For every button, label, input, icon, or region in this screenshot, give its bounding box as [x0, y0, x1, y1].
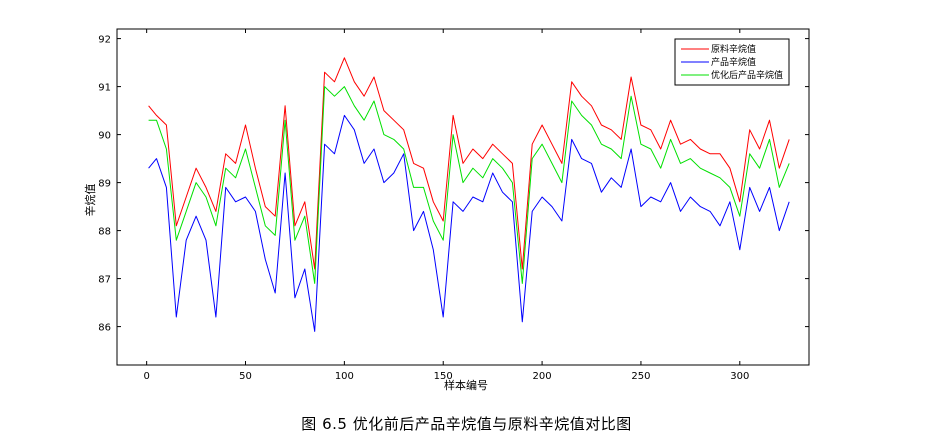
y-tick-label: 88: [98, 227, 111, 238]
legend-label-optimized: 优化后产品辛烷值: [711, 69, 783, 81]
legend-label-product: 产品辛烷值: [711, 56, 756, 68]
y-axis-label: 辛烷值: [83, 184, 97, 217]
series-line-product-octane: [148, 114, 790, 332]
y-tick-label: 86: [98, 323, 111, 334]
y-tick-label: 87: [98, 275, 111, 286]
x-tick-label: 250: [631, 371, 650, 382]
x-tick-label: 100: [335, 371, 354, 382]
x-tick-label: 50: [239, 371, 252, 382]
y-tick-label: 89: [98, 179, 111, 190]
y-tick-label: 91: [98, 83, 111, 94]
series-line-optimized-octane: [148, 86, 790, 284]
legend-label-raw: 原料辛烷值: [711, 43, 756, 55]
x-axis-label: 样本编号: [444, 378, 488, 392]
y-tick-label: 90: [98, 131, 111, 142]
x-tick-label: 0: [143, 371, 149, 382]
legend: 原料辛烷值 产品辛烷值 优化后产品辛烷值: [674, 38, 790, 86]
x-tick-label: 200: [533, 371, 552, 382]
line-chart: 0 50 100 150 200 250 300 86 87 88 89 90 91 92 样本编号 辛烷…: [83, 28, 810, 392]
x-tick-label: 300: [730, 371, 749, 382]
y-tick-label: 92: [98, 35, 111, 46]
series-line-raw-octane: [148, 57, 790, 270]
x-tick-label: 150: [434, 371, 453, 382]
figure-caption: 图 6.5 优化前后产品辛烷值与原料辛烷值对比图: [301, 415, 632, 433]
